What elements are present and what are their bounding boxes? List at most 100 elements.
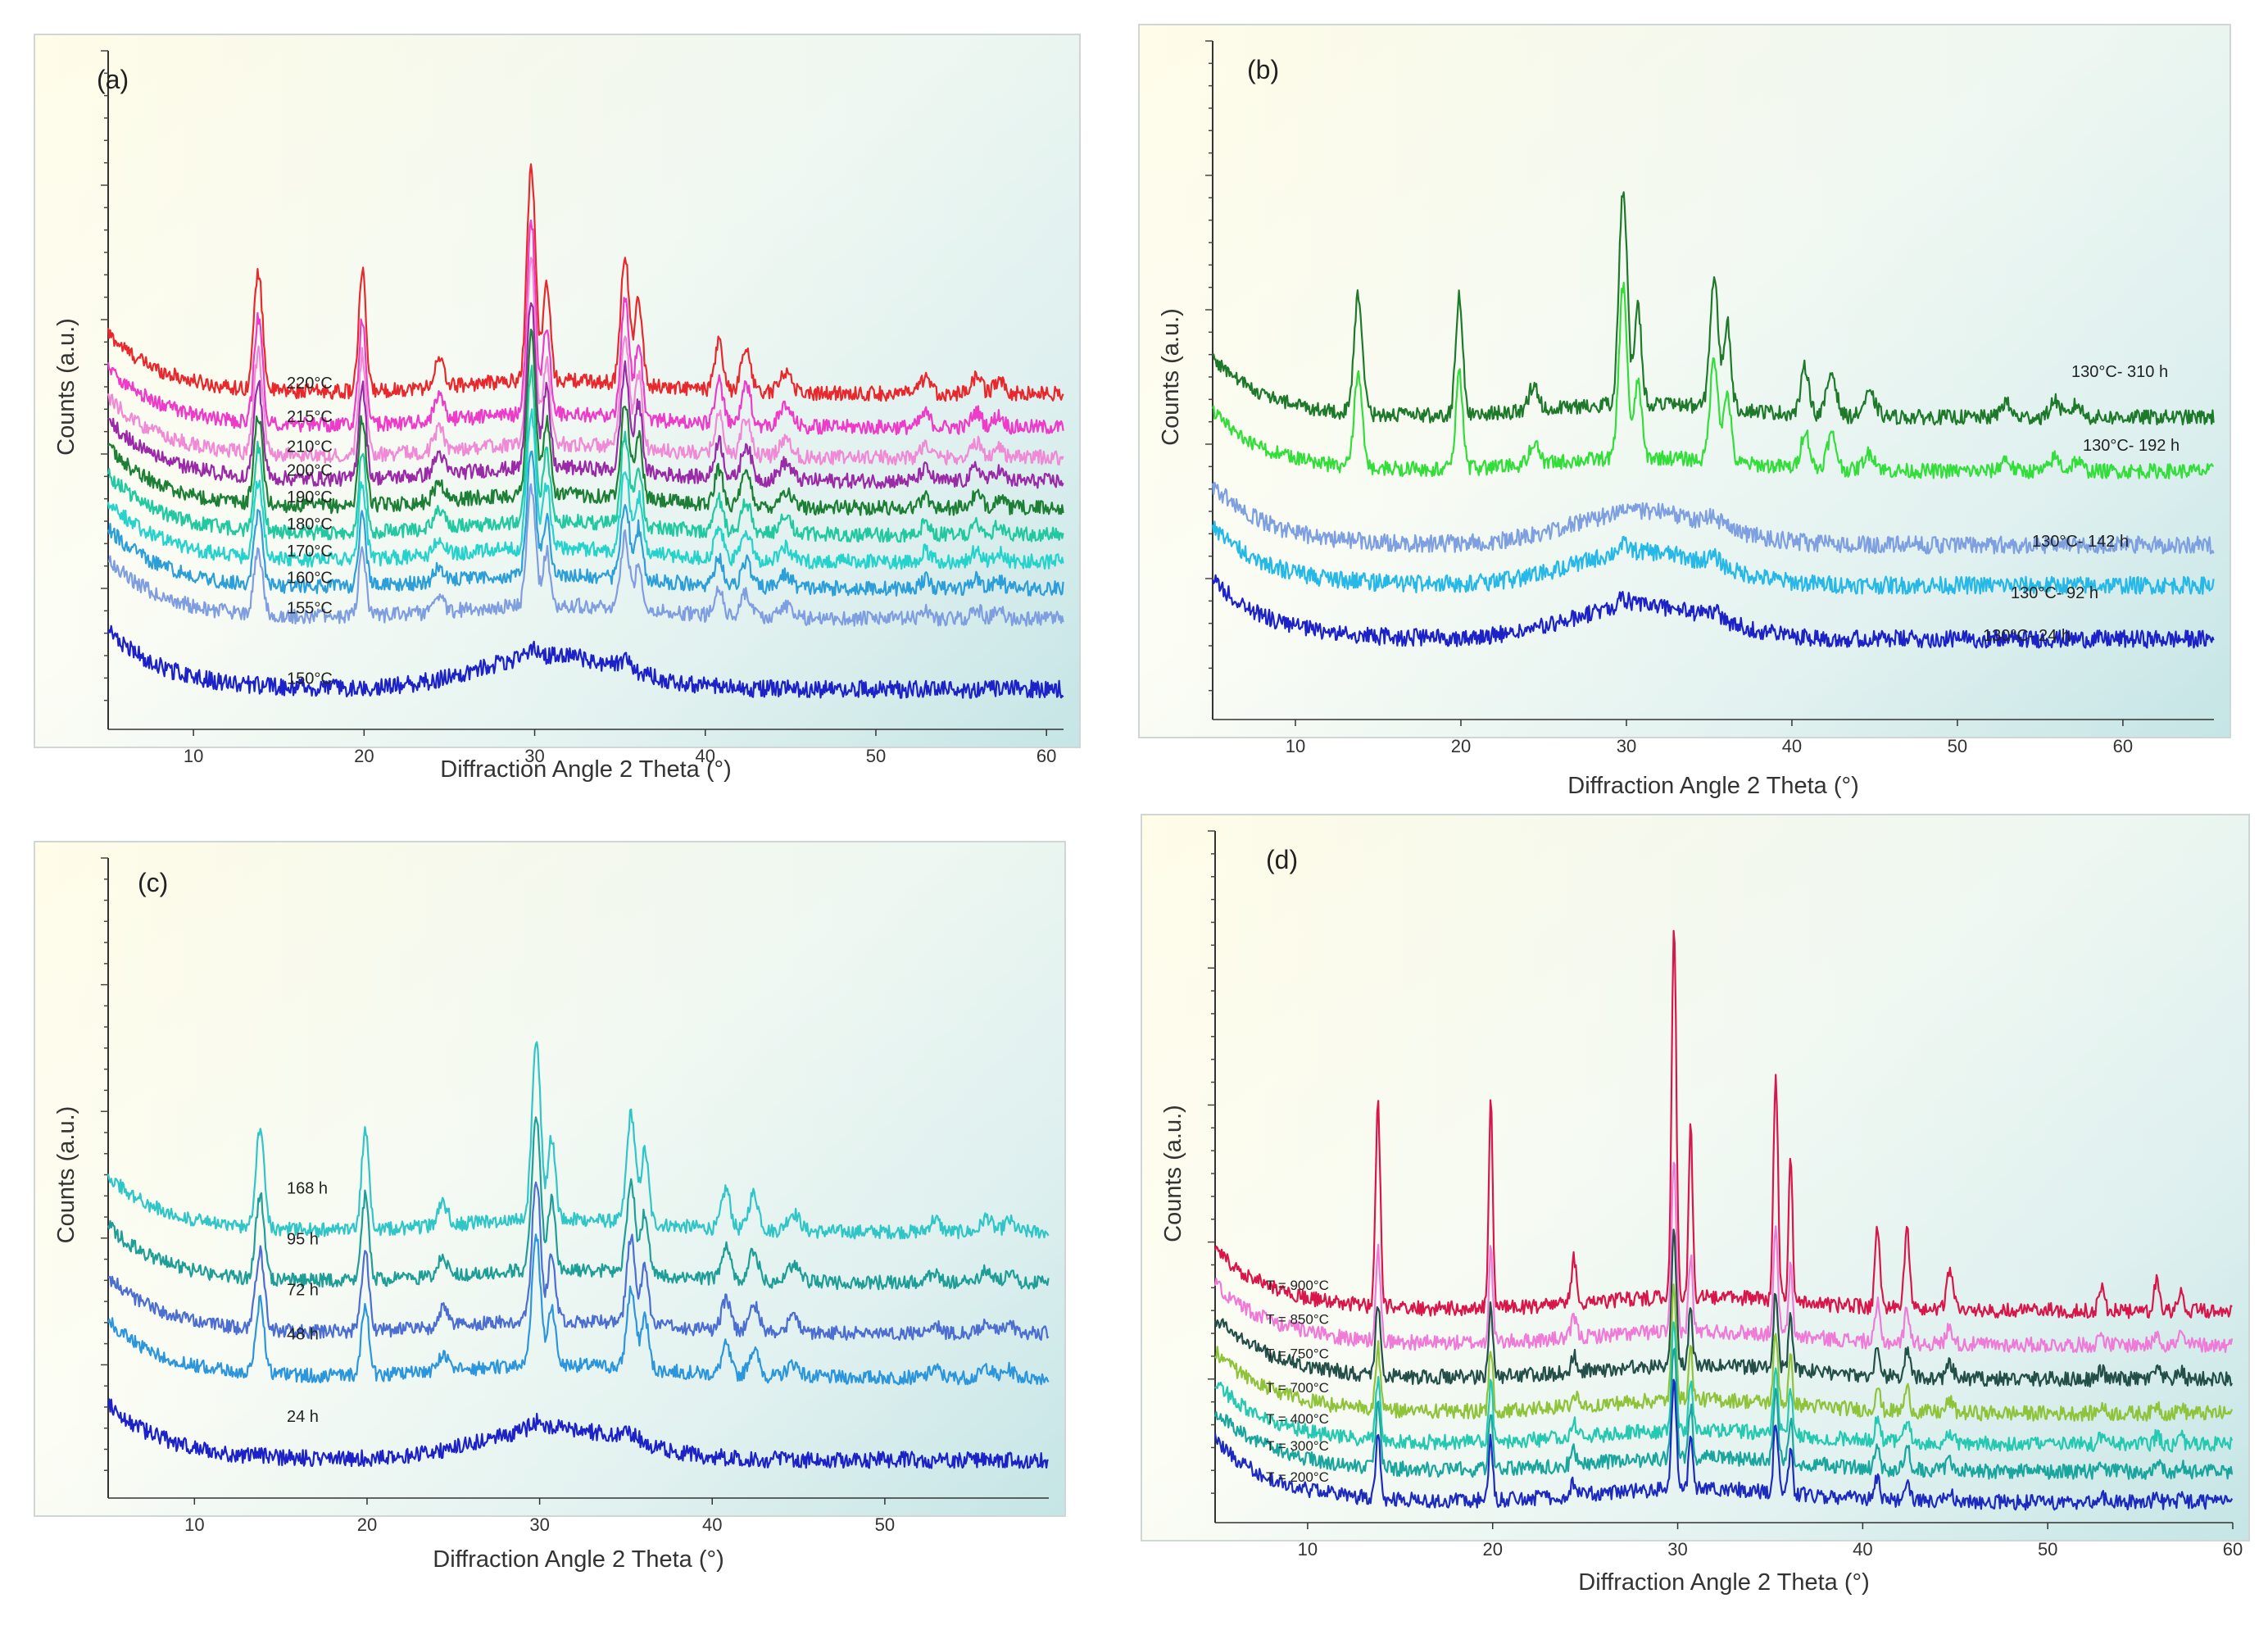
- series-label: 210°C: [287, 438, 333, 456]
- series-line: [1211, 574, 2215, 649]
- x-tick-label: 40: [1853, 1539, 1872, 1560]
- x-tick-label: 30: [1617, 736, 1636, 756]
- series-label: 200°C: [287, 461, 333, 479]
- series-label: 48 h: [287, 1325, 319, 1343]
- series-label: T = 750°C: [1266, 1346, 1329, 1361]
- x-tick-label: 20: [1482, 1539, 1502, 1560]
- plot-frame: [1141, 814, 2250, 1541]
- series-line: [1214, 1283, 2234, 1422]
- series-line: [107, 219, 1064, 436]
- series-label: T = 300°C: [1266, 1438, 1329, 1454]
- y-axis-label: Counts (a.u.): [53, 318, 79, 456]
- x-tick-label: 20: [354, 746, 374, 766]
- x-axis-label: Diffraction Angle 2 Theta (°): [433, 1546, 724, 1573]
- x-tick-label: 50: [866, 746, 886, 766]
- x-tick-label: 30: [524, 746, 544, 766]
- series-label: T = 700°C: [1266, 1380, 1329, 1396]
- plot-frame: [34, 841, 1066, 1517]
- x-tick-label: 50: [1948, 736, 1967, 756]
- series-label: 180°C: [287, 515, 333, 533]
- x-tick-label: 30: [529, 1514, 549, 1535]
- series-line: [1213, 1378, 2234, 1511]
- x-tick-label: 50: [2038, 1539, 2057, 1560]
- series-label: 24 h: [287, 1408, 319, 1426]
- series-line: [1214, 1321, 2234, 1453]
- series-label: 155°C: [287, 600, 333, 618]
- series-label: 220°C: [287, 375, 333, 393]
- series-label: 72 h: [287, 1281, 319, 1299]
- x-tick-label: 60: [1036, 746, 1056, 766]
- series-label: 130°C- 92 h: [2011, 584, 2098, 602]
- series-line: [1212, 191, 2215, 426]
- series-label: 130°C- 192 h: [2083, 437, 2180, 455]
- series-label: 168 h: [287, 1180, 328, 1198]
- x-axis-label: Diffraction Angle 2 Theta (°): [1578, 1569, 1870, 1596]
- chart-panel-b: 10 20 30 40 50 60 Diffraction Angle 2 Theta (°…: [1138, 24, 2231, 799]
- x-axis-label: Diffraction Angle 2 Theta (°): [440, 756, 732, 783]
- x-tick-label: 40: [1782, 736, 1802, 756]
- series-line: [107, 302, 1064, 489]
- series-line: [107, 1233, 1050, 1386]
- panel-label: (c): [138, 868, 168, 897]
- series-line: [107, 257, 1064, 466]
- series-label: 130°C- 310 h: [2071, 363, 2168, 381]
- plot-frame: [34, 34, 1081, 748]
- series-line: [1213, 1161, 2234, 1353]
- series-line: [107, 450, 1064, 597]
- x-tick-label: 10: [1286, 736, 1305, 756]
- x-tick-label: 50: [875, 1514, 895, 1535]
- series-line: [107, 624, 1064, 699]
- x-tick-label: 10: [1298, 1539, 1318, 1560]
- x-tick-label: 60: [2223, 1539, 2243, 1560]
- series-line: [107, 1116, 1050, 1291]
- series-label: 170°C: [287, 543, 333, 561]
- chart-panel-a: 10 20 30 40 50 60 Diffraction Angle 2 Theta (°…: [34, 34, 1081, 783]
- series-label: T = 900°C: [1266, 1278, 1329, 1293]
- series-line: [107, 365, 1064, 543]
- x-tick-label: 10: [184, 746, 203, 766]
- series-label: 130°C- 142 h: [2032, 533, 2129, 551]
- chart-panel-c: 10 20 30 40 50 Diffraction Angle 2 Theta (°) C…: [34, 841, 1066, 1573]
- series-line: [1213, 1347, 2234, 1480]
- series-line: [107, 1181, 1050, 1342]
- y-axis-label: Counts (a.u.): [53, 1106, 79, 1244]
- x-axis-label: Diffraction Angle 2 Theta (°): [1567, 773, 1859, 799]
- y-axis-label: Counts (a.u.): [1160, 1105, 1186, 1242]
- series-line: [1213, 929, 2233, 1319]
- series-line: [107, 408, 1064, 570]
- x-tick-label: 30: [1667, 1539, 1687, 1560]
- plot-frame: [1138, 24, 2231, 738]
- series-label: 95 h: [287, 1231, 319, 1249]
- series-label: 150°C: [287, 670, 333, 688]
- plot-background-overlay: [1139, 25, 2230, 738]
- series-label: 130°C- 24 h: [1983, 627, 2071, 645]
- x-tick-label: 40: [702, 1514, 722, 1535]
- series-label: 190°C: [287, 488, 333, 506]
- panel-label: (d): [1266, 845, 1298, 874]
- series-line: [107, 329, 1064, 516]
- panel-label: (b): [1247, 55, 1279, 84]
- series-label: T = 400°C: [1266, 1411, 1329, 1427]
- plot-background-overlay: [34, 842, 1065, 1516]
- panel-label: (a): [97, 65, 129, 94]
- y-axis-label: Counts (a.u.): [1158, 308, 1184, 446]
- series-label: 215°C: [287, 408, 333, 426]
- series-line: [107, 483, 1064, 627]
- series-line: [107, 163, 1064, 402]
- plot-background-overlay: [34, 34, 1080, 747]
- series-line: [107, 1041, 1050, 1240]
- x-tick-label: 20: [1451, 736, 1471, 756]
- x-tick-label: 10: [184, 1514, 204, 1535]
- series-label: 160°C: [287, 570, 333, 588]
- series-line: [1213, 1228, 2234, 1388]
- series-line: [107, 1398, 1049, 1469]
- series-line: [1211, 481, 2215, 555]
- x-tick-label: 20: [357, 1514, 377, 1535]
- series-line: [1211, 281, 2215, 479]
- x-tick-label: 40: [696, 746, 715, 766]
- x-tick-label: 60: [2113, 736, 2133, 756]
- series-label: T = 850°C: [1266, 1312, 1329, 1328]
- series-label: T = 200°C: [1266, 1469, 1329, 1485]
- chart-panel-d: 10 20 30 40 50 60 Diffraction Angle 2 Theta (°…: [1141, 814, 2250, 1596]
